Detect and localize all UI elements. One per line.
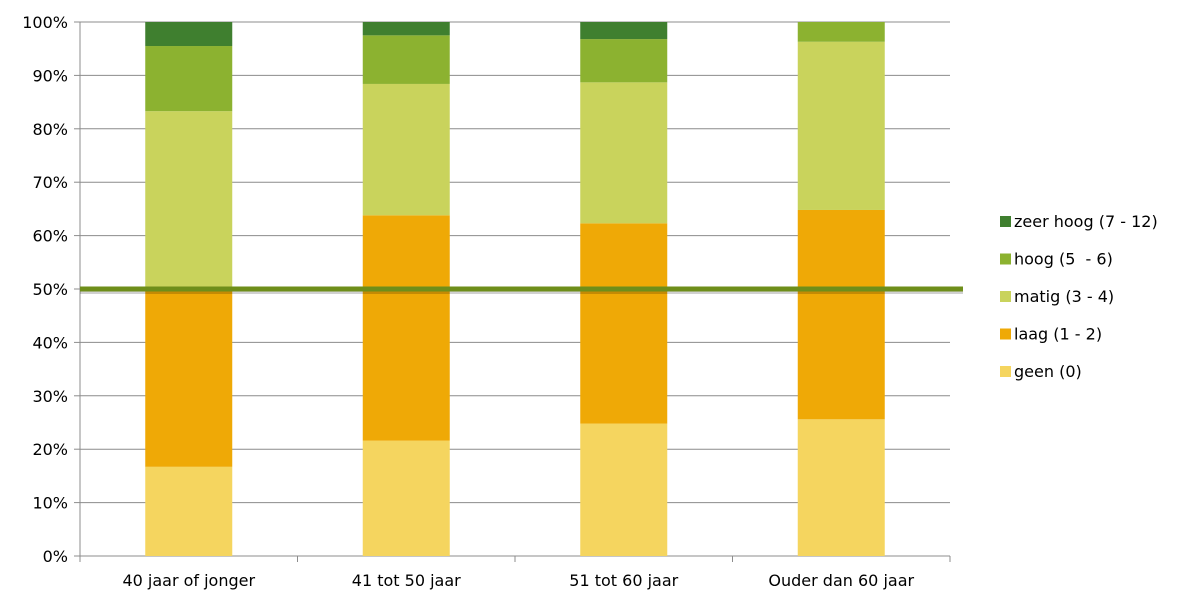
- y-tick-labels: 0% 10% 20% 30% 40% 50% 60% 70% 80% 90% 100%: [22, 13, 68, 566]
- legend-label: hoog (5 - 6): [1014, 250, 1113, 269]
- bar-segment: [362, 215, 450, 441]
- x-category-label: 40 jaar of jonger: [122, 571, 255, 590]
- x-category-label: 41 tot 50 jaar: [352, 571, 461, 590]
- y-tick-label: 20%: [32, 440, 68, 459]
- legend-label: laag (1 - 2): [1014, 325, 1102, 344]
- legend-swatch: [1000, 253, 1011, 265]
- y-tick-label: 30%: [32, 387, 68, 406]
- legend: zeer hoog (7 - 12) hoog (5 - 6) matig (3 -…: [1000, 212, 1158, 381]
- x-category-label: Ouder dan 60 jaar: [768, 571, 914, 590]
- bar-segment: [145, 111, 233, 289]
- y-tick-label: 40%: [32, 333, 68, 352]
- bar-segment: [362, 35, 450, 84]
- y-tick-label: 10%: [32, 494, 68, 513]
- legend-swatch: [1000, 366, 1011, 377]
- y-tick-label: 0%: [43, 547, 68, 566]
- bar-segment: [797, 41, 885, 210]
- bar-segment: [362, 440, 450, 556]
- bar-segment: [145, 466, 233, 556]
- legend-swatch: [1000, 216, 1011, 227]
- legend-swatch: [1000, 328, 1011, 340]
- y-tick-label: 50%: [32, 280, 68, 299]
- legend-label: zeer hoog (7 - 12): [1014, 212, 1158, 231]
- y-tick-label: 100%: [22, 13, 68, 32]
- bar-segment: [145, 22, 233, 47]
- legend-swatch: [1000, 291, 1011, 302]
- bar-segment: [797, 209, 885, 420]
- bar-segment: [797, 419, 885, 556]
- bar-segment: [145, 46, 233, 112]
- reference-line-group: [80, 286, 963, 294]
- bar-segment: [145, 289, 233, 467]
- bar-segment: [580, 22, 668, 40]
- legend-label: geen (0): [1014, 362, 1082, 381]
- bar-segment: [580, 223, 668, 424]
- bar-segment: [362, 83, 450, 216]
- y-tick-label: 80%: [32, 120, 68, 139]
- y-tick-label: 70%: [32, 173, 68, 192]
- bar-segment: [797, 22, 885, 42]
- y-tick-label: 90%: [32, 66, 68, 85]
- bar-segment: [580, 39, 668, 83]
- bar-segment: [580, 82, 668, 224]
- legend-label: matig (3 - 4): [1014, 287, 1114, 306]
- x-category-label: 51 tot 60 jaar: [569, 571, 678, 590]
- bar-segment: [580, 423, 668, 556]
- x-category-labels: 40 jaar of jonger 41 tot 50 jaar 51 tot 60…: [122, 571, 914, 590]
- y-tick-label: 60%: [32, 227, 68, 246]
- bar-segment: [362, 22, 450, 36]
- bars: [145, 22, 885, 556]
